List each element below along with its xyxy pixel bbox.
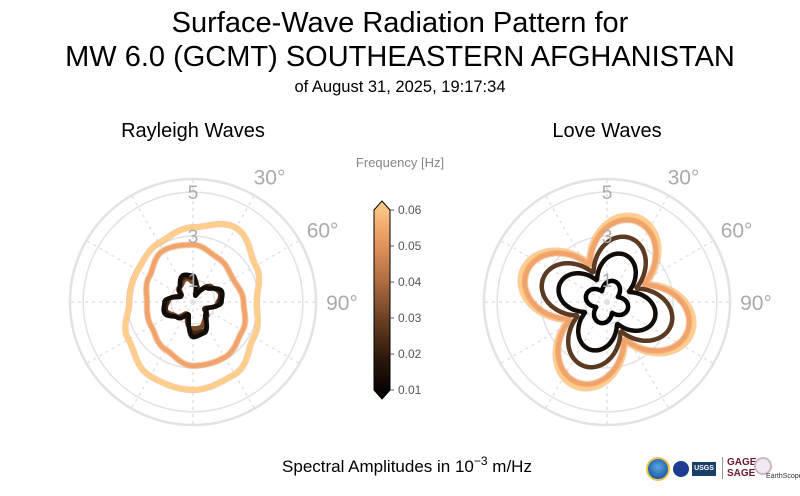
radial-tick-label: 5 <box>188 183 199 204</box>
rayleigh-title: Rayleigh Waves <box>121 120 265 142</box>
radial-tick-label: 1 <box>602 271 613 292</box>
figure-title-line1: Surface-Wave Radiation Pattern for <box>171 7 629 39</box>
polar-outer-ring <box>482 177 732 427</box>
love-title: Love Waves <box>552 120 661 142</box>
xlabel-suffix: m/Hz <box>488 457 532 476</box>
sponsor-logos: USGS GAGE SAGE EarthScope <box>646 455 800 489</box>
colorbar-tick-label: 0.04 <box>398 275 422 289</box>
xlabel-exponent: −3 <box>474 454 488 468</box>
radial-tick-label: 3 <box>188 227 199 248</box>
polar-ring <box>496 191 718 413</box>
love-panel: Love Waves 1 3 5 30° 60° 90° <box>482 120 772 427</box>
series-line-0-01 <box>583 278 631 326</box>
series-line-0-05 <box>522 217 692 387</box>
radial-tick-label: 1 <box>188 271 199 292</box>
earthscope-logo-icon <box>754 457 772 475</box>
nasa-logo-icon <box>673 461 689 477</box>
gage-label: GAGE <box>727 457 757 468</box>
series-line-0-06 <box>123 221 262 393</box>
radial-tick-label: 3 <box>602 227 613 248</box>
series-line-0-02 <box>556 251 658 353</box>
angle-tick-label: 60° <box>721 220 753 243</box>
angle-tick-label: 30° <box>668 166 700 189</box>
usgs-logo-icon: USGS <box>692 462 716 476</box>
nsf-logo-icon <box>646 457 670 481</box>
colorbar-tick-label: 0.06 <box>398 203 422 217</box>
frequency-colorbar: Frequency [Hz] 0.01 0.02 0.03 0.04 0.05 0.06 <box>356 155 444 400</box>
figure-title-line2: MW 6.0 (GCMT) SOUTHEASTERN AFGHANISTAN <box>65 41 735 73</box>
colorbar-tick-label: 0.02 <box>398 347 422 361</box>
colorbar-ticks: 0.01 0.02 0.03 0.04 0.05 0.06 <box>390 203 422 397</box>
love-polar-grid <box>482 177 732 427</box>
rayleigh-polar-grid <box>68 177 318 427</box>
rayleigh-axis-labels: 1 3 5 30° 60° 90° <box>188 166 358 315</box>
colorbar-title: Frequency [Hz] <box>356 155 444 170</box>
series-line-0-03 <box>539 234 675 370</box>
colorbar-ramp <box>373 200 391 400</box>
colorbar-tick-label: 0.03 <box>398 311 422 325</box>
love-axis-labels: 1 3 5 30° 60° 90° <box>602 166 772 315</box>
gage-sage-logo: GAGE SAGE <box>722 457 756 479</box>
radial-tick-label: 5 <box>602 183 613 204</box>
polar-ring <box>82 191 304 413</box>
rayleigh-panel: Rayleigh Waves 1 3 5 30° 60° 90° <box>68 120 358 427</box>
angle-tick-label: 90° <box>740 292 772 315</box>
love-series-group <box>517 212 697 392</box>
series-line-0-01 <box>161 272 225 340</box>
sage-label: SAGE <box>727 468 756 479</box>
xlabel-prefix: Spectral Amplitudes in 10 <box>282 457 474 476</box>
series-line-0-045 <box>144 242 248 368</box>
polar-outer-ring <box>68 177 318 427</box>
polar-spoke <box>86 301 194 365</box>
x-axis-label: Spectral Amplitudes in 10−3 m/Hz <box>282 454 532 476</box>
colorbar-tick-label: 0.05 <box>398 239 422 253</box>
angle-tick-label: 60° <box>307 220 339 243</box>
earthscope-label: EarthScope <box>766 473 800 480</box>
rayleigh-series-group <box>122 220 263 394</box>
colorbar-tick-label: 0.01 <box>398 383 422 397</box>
angle-tick-label: 30° <box>254 166 286 189</box>
angle-tick-label: 90° <box>326 292 358 315</box>
figure-subtitle: of August 31, 2025, 19:17:34 <box>294 78 506 96</box>
